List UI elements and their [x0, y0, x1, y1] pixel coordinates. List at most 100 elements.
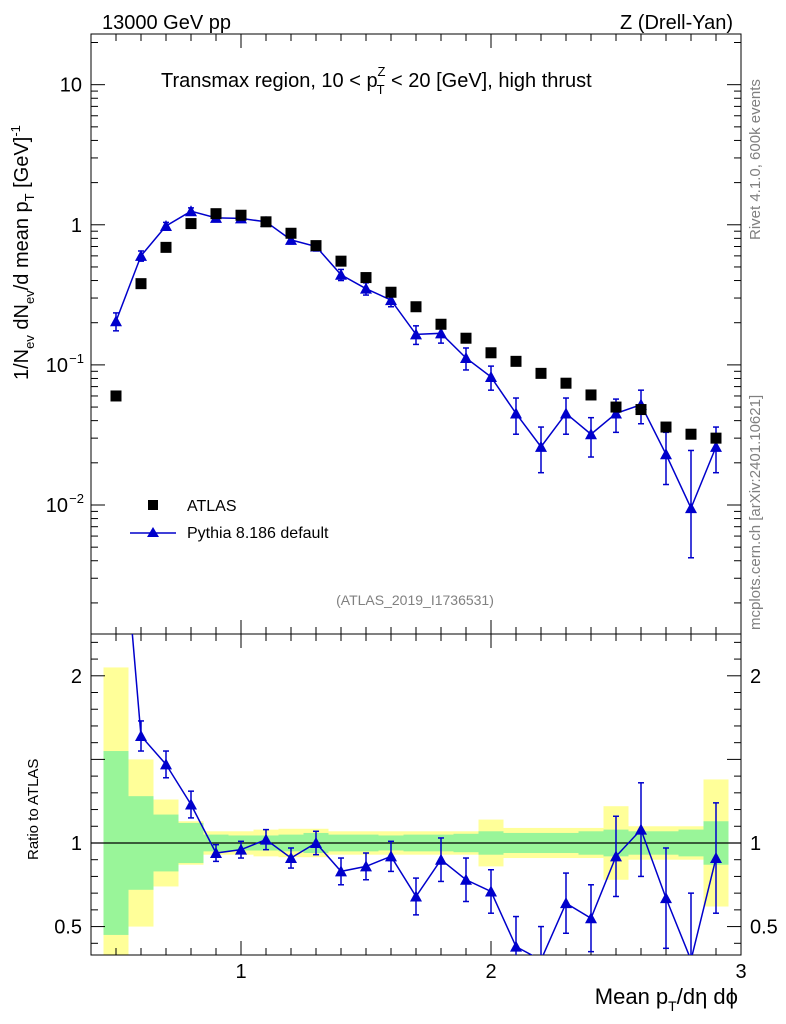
data-point	[635, 404, 647, 416]
mc-point	[410, 328, 422, 340]
y-tick-label: 10	[60, 75, 82, 97]
mcplots-label: mcplots.cern.ch [arXiv:2401.10621]	[747, 395, 764, 630]
mc-point	[385, 294, 397, 306]
legend-data-label: ATLAS	[187, 498, 237, 515]
ratio-point	[110, 436, 122, 447]
mc-point	[510, 407, 522, 419]
ratio-point	[610, 850, 622, 862]
ratio-point	[540, 954, 542, 955]
rivet-label: Rivet 4.1.0, 600k events	[747, 79, 764, 240]
ratio-point	[585, 912, 597, 924]
data-point	[360, 272, 372, 284]
x-tick-label: 2	[485, 961, 496, 983]
ratio-point	[710, 852, 722, 864]
mc-point	[135, 249, 147, 261]
legend-data-marker	[148, 500, 158, 510]
ratio-point	[135, 729, 147, 741]
ratio-y-tick-label-right: 2	[750, 666, 761, 688]
ratio-point	[435, 853, 447, 865]
data-point	[210, 208, 222, 220]
x-tick-label: 1	[235, 961, 246, 983]
ratio-point	[210, 847, 222, 859]
ratio-point	[560, 897, 572, 909]
data-point	[135, 278, 147, 290]
ratio-point	[235, 843, 247, 855]
data-point	[160, 241, 172, 253]
mc-point	[660, 448, 672, 460]
ratio-point	[460, 873, 472, 885]
mc-point	[335, 268, 347, 280]
data-point	[435, 318, 447, 330]
title-suffix: < 20 [GeV], high thrust	[386, 70, 593, 92]
mc-point	[110, 315, 122, 327]
x-tick-label: 3	[735, 961, 746, 983]
data-point	[385, 286, 397, 298]
title-prefix: Transmax region, 10 < p	[161, 70, 378, 92]
mc-line	[115, 210, 717, 510]
ratio-point	[285, 852, 297, 864]
ratio-point	[385, 850, 397, 862]
data-point	[460, 332, 472, 344]
title-sup: Z	[378, 64, 386, 79]
ratio-y-tick-label: 2	[71, 666, 82, 688]
data-point	[660, 421, 672, 433]
ratio-point	[360, 860, 372, 872]
title-sub: T	[377, 82, 385, 97]
ratio-point	[260, 833, 272, 845]
data-point	[560, 377, 572, 389]
plot-title: Transmax region, 10 < pTZ < 20 [GeV], hi…	[161, 64, 592, 97]
data-point	[235, 209, 247, 221]
y-tick-label: 1	[71, 215, 82, 237]
mc-point	[685, 502, 697, 514]
header-right: Z (Drell-Yan)	[620, 12, 733, 34]
data-point	[110, 390, 122, 402]
data-point	[610, 401, 622, 413]
mc-point	[285, 233, 297, 245]
ylabel-main: 1/Nev dNev/d mean pT [GeV]-1	[8, 125, 37, 380]
mc-point	[560, 407, 572, 419]
ratio-point	[335, 865, 347, 877]
mc-point	[585, 428, 597, 440]
main-series	[110, 205, 722, 559]
ratio-point	[635, 823, 647, 835]
ylabel-ratio: Ratio to ATLAS	[25, 759, 42, 860]
data-point	[510, 355, 522, 367]
ratio-point	[185, 798, 197, 810]
legend: ATLAS Pythia 8.186 default	[130, 498, 329, 542]
ratio-point	[660, 892, 672, 904]
ratio-point	[310, 836, 322, 848]
y-tick-label-exp: −2	[69, 491, 84, 506]
ratio-series	[110, 436, 722, 955]
data-point	[685, 428, 697, 440]
mc-point	[435, 327, 447, 339]
mc-point	[460, 351, 472, 363]
data-point	[260, 216, 272, 228]
ratio-y-tick-label-right: 1	[750, 833, 761, 855]
data-point	[535, 367, 547, 379]
ratio-point	[160, 758, 172, 770]
mc-point	[535, 440, 547, 452]
ratio-point	[510, 940, 522, 952]
analysis-id: (ATLAS_2019_I1736531)	[336, 592, 494, 608]
y-tick-label-exp: −1	[69, 351, 84, 366]
data-point	[185, 218, 197, 230]
ratio-point	[410, 890, 422, 902]
ratio-point	[690, 954, 692, 955]
xlabel: Mean pT/dη dϕ	[595, 984, 738, 1014]
mc-point	[710, 440, 722, 452]
data-point	[285, 227, 297, 239]
mc-point	[360, 282, 372, 294]
data-point	[335, 255, 347, 267]
mc-point	[185, 205, 197, 217]
ratio-y-tick-label: 1	[71, 833, 82, 855]
ratio-point	[485, 885, 497, 897]
ratio-y-tick-label-right: 0.5	[750, 917, 778, 939]
header-left: 13000 GeV pp	[102, 12, 231, 34]
legend-mc-marker	[147, 527, 159, 537]
data-point	[485, 347, 497, 359]
mc-point	[485, 370, 497, 382]
data-point	[710, 432, 722, 444]
y-tick-label: 10	[46, 495, 68, 517]
